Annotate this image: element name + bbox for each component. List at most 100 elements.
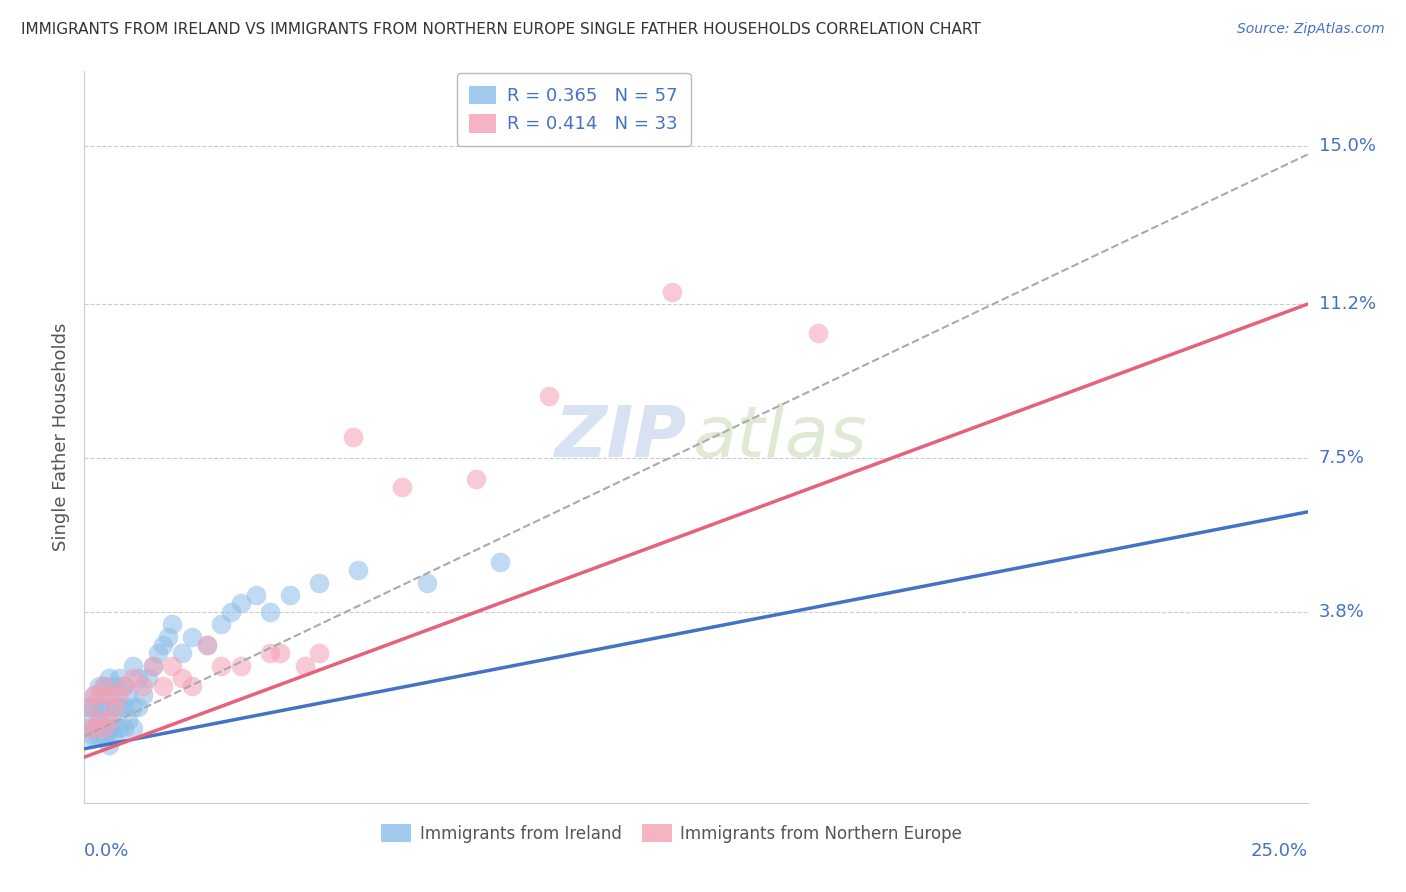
Point [93,721,115,735]
Point [103,680,125,694]
Point [83,688,105,702]
Point [661,285,683,299]
Point [97,671,120,685]
Point [127,671,149,685]
Point [77,700,100,714]
Point [391,480,413,494]
Point [107,671,129,685]
Point [122,700,145,714]
Point [807,326,830,341]
Point [83,721,105,735]
Point [209,617,232,632]
Point [464,472,486,486]
Point [142,658,165,673]
Point [112,680,135,694]
Point [97,721,120,735]
Point [107,721,129,735]
Text: atlas: atlas [692,402,868,472]
Text: 7.5%: 7.5% [1319,449,1365,467]
Point [308,646,330,660]
Point [87,688,110,702]
Point [103,729,125,743]
Point [181,630,204,644]
Point [83,721,105,735]
Point [278,588,301,602]
Point [132,680,155,694]
Point [259,605,281,619]
Point [308,575,330,590]
Point [347,563,370,577]
Point [97,713,120,727]
Point [122,671,145,685]
Point [97,688,120,702]
Point [136,671,159,685]
Text: 15.0%: 15.0% [1319,137,1375,155]
Point [83,688,105,702]
Point [489,555,512,569]
Point [172,671,194,685]
Point [93,700,115,714]
Point [195,638,218,652]
Point [209,658,232,673]
Point [103,700,125,714]
Point [103,721,125,735]
Point [132,688,155,702]
Point [77,721,100,735]
Point [142,658,165,673]
Text: 11.2%: 11.2% [1319,295,1376,313]
Point [219,605,242,619]
Point [117,688,139,702]
Point [229,596,252,610]
Legend: Immigrants from Ireland, Immigrants from Northern Europe: Immigrants from Ireland, Immigrants from… [374,818,969,849]
Point [87,680,110,694]
Point [87,729,110,743]
Point [294,658,316,673]
Point [103,700,125,714]
Point [87,713,110,727]
Text: 0.0%: 0.0% [84,842,129,860]
Point [146,646,169,660]
Point [152,680,174,694]
Point [117,713,139,727]
Point [97,713,120,727]
Point [122,658,145,673]
Point [162,658,184,673]
Point [87,713,110,727]
Point [172,646,194,660]
Point [97,688,120,702]
Point [83,700,105,714]
Point [245,588,267,602]
Point [229,658,252,673]
Point [93,680,115,694]
Text: 25.0%: 25.0% [1250,842,1308,860]
Point [269,646,291,660]
Point [156,630,179,644]
Point [87,700,110,714]
Point [77,729,100,743]
Point [112,721,135,735]
Text: Source: ZipAtlas.com: Source: ZipAtlas.com [1237,22,1385,37]
Point [77,713,100,727]
Point [127,700,149,714]
Point [152,638,174,652]
Point [538,388,561,402]
Point [416,575,439,590]
Point [112,680,135,694]
Text: IMMIGRANTS FROM IRELAND VS IMMIGRANTS FROM NORTHERN EUROPE SINGLE FATHER HOUSEHO: IMMIGRANTS FROM IRELAND VS IMMIGRANTS FR… [21,22,981,37]
Point [195,638,218,652]
Y-axis label: Single Father Households: Single Father Households [52,323,70,551]
Point [122,721,145,735]
Point [107,700,129,714]
Point [342,430,364,444]
Point [162,617,184,632]
Text: ZIP: ZIP [555,402,688,472]
Point [93,721,115,735]
Point [77,700,100,714]
Point [259,646,281,660]
Point [181,680,204,694]
Point [112,700,135,714]
Point [93,680,115,694]
Point [93,729,115,743]
Point [107,688,129,702]
Point [97,738,120,752]
